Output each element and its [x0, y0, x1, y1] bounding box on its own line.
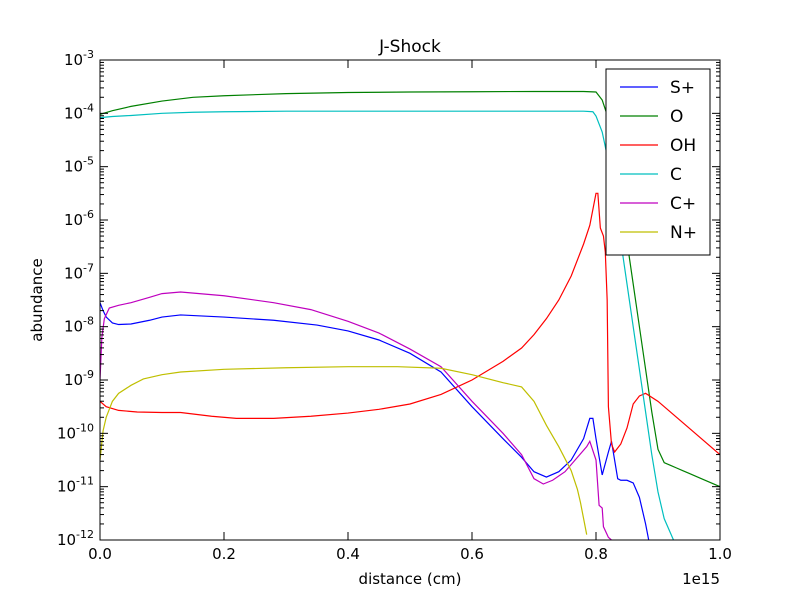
y-tick-label: 10-9: [64, 368, 94, 389]
legend-label: C+: [670, 194, 696, 214]
x-tick-label: 0.8: [584, 545, 608, 563]
y-tick-label: 10-12: [57, 528, 94, 549]
x-axis-label: distance (cm): [359, 570, 462, 588]
y-tick-label: 10-8: [64, 315, 94, 336]
legend-box: [605, 68, 711, 256]
series-line-oh: [100, 192, 720, 456]
series-line-c-plus: [100, 291, 613, 540]
x-tick-label: 0.0: [88, 545, 112, 563]
x-tick-label: 0.6: [460, 545, 484, 563]
y-tick-label: 10-7: [64, 261, 94, 282]
legend-label: C: [670, 165, 682, 185]
legend-label: OH: [670, 136, 696, 156]
y-tick-label: 10-4: [64, 101, 94, 122]
y-tick-label: 10-3: [64, 48, 94, 69]
y-tick-label: 10-5: [64, 155, 94, 176]
y-axis-label: abundance: [28, 258, 46, 341]
x-tick-label: 0.2: [212, 545, 236, 563]
legend-label: N+: [670, 223, 697, 243]
y-tick-label: 10-10: [57, 421, 94, 442]
series-line-c: [100, 110, 675, 540]
x-tick-label: 0.4: [336, 545, 360, 563]
x-offset-label: 1e15: [682, 570, 720, 588]
legend-label: O: [670, 107, 683, 127]
ticks-layer: 0.0 0.2 0.4 0.6 0.8 1.0 10-12 10-11 10-10 10-9 10-…: [57, 48, 732, 563]
plot-frame: [99, 59, 721, 541]
x-tick-label: 1.0: [708, 545, 732, 563]
y-tick-label: 10-11: [57, 475, 94, 496]
legend: S+ O OH C C+ N+: [605, 68, 711, 256]
chart-title: J-Shock: [378, 37, 441, 57]
y-tick-label: 10-6: [64, 208, 94, 229]
series-line-s-plus: [100, 302, 650, 540]
legend-label: S+: [670, 78, 695, 98]
series-line-n-plus: [100, 366, 588, 535]
